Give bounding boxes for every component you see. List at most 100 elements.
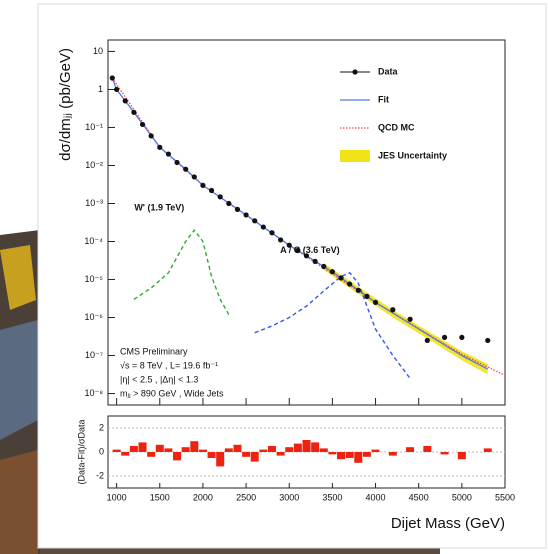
data-point — [303, 253, 310, 259]
photo-detail — [0, 245, 36, 310]
annotation: √s = 8 TeV , L= 19.6 fb⁻¹ — [120, 360, 218, 370]
x-tick-label: 4500 — [409, 492, 429, 502]
data-point — [364, 293, 370, 299]
photo-detail — [0, 450, 38, 554]
plot-frame — [107, 39, 506, 406]
y-tick-label: 10 — [93, 46, 103, 56]
data-point — [269, 230, 275, 236]
data-point — [390, 307, 396, 313]
data-point — [260, 224, 266, 230]
data-point — [114, 86, 120, 93]
ratio-bar — [371, 449, 380, 452]
annotation: mⱼⱼ > 890 GeV , Wide Jets — [120, 388, 224, 398]
ratio-bar — [319, 448, 328, 452]
signal-line — [254, 271, 411, 379]
ratio-bar — [224, 448, 233, 452]
ratio-y-tick-label: 2 — [99, 422, 104, 432]
data-point — [252, 218, 258, 224]
ratio-bar — [147, 452, 156, 457]
data-point — [109, 75, 115, 81]
ratio-bar — [242, 452, 251, 457]
x-tick-label: 3500 — [322, 492, 342, 502]
x-tick-label: 3000 — [279, 492, 299, 502]
signal-label: W' (1.9 TeV) — [134, 202, 184, 212]
legend-marker — [352, 69, 358, 75]
ratio-bar — [457, 452, 466, 460]
data-point — [355, 287, 361, 293]
ratio-bar — [250, 452, 259, 462]
data-point — [372, 299, 379, 306]
y-tick-label: 10⁻⁸ — [84, 388, 103, 398]
data-point — [157, 144, 163, 150]
data-point — [200, 182, 206, 188]
x-tick-label: 1500 — [150, 492, 170, 502]
ratio-bar — [483, 448, 492, 452]
data-point — [329, 269, 335, 275]
data-point — [208, 187, 215, 194]
ratio-bar — [423, 446, 432, 452]
ratio-bar — [112, 449, 121, 452]
photo-detail — [0, 320, 38, 440]
y-tick-label: 10⁻⁵ — [85, 274, 104, 284]
y-tick-label: 10⁻³ — [85, 198, 103, 208]
data-point — [243, 212, 249, 218]
data-point — [312, 258, 318, 264]
legend-label: Data — [378, 66, 399, 76]
ratio-bar — [181, 447, 190, 452]
ratio-bar — [155, 444, 164, 452]
data-point — [148, 133, 154, 139]
ratio-bar — [311, 442, 320, 452]
ratio-bar — [216, 452, 225, 467]
ratio-bar — [285, 447, 294, 452]
data-point — [295, 247, 301, 254]
ratio-bar — [233, 444, 242, 452]
signal-label: A / C (3.6 TeV) — [280, 245, 340, 255]
x-axis-label: Dijet Mass (GeV) — [391, 515, 505, 532]
data-point — [191, 174, 197, 180]
ratio-y-tick-label: -2 — [96, 470, 104, 480]
signal-line — [133, 228, 230, 315]
ratio-bar — [328, 452, 337, 455]
ratio-bar — [198, 449, 207, 452]
legend-label: Fit — [378, 94, 389, 104]
ratio-bar — [164, 448, 173, 452]
y-tick-label: 10⁻⁶ — [85, 312, 104, 322]
photo-background — [40, 548, 440, 554]
data-point — [174, 159, 180, 166]
data-point — [459, 334, 465, 341]
data-point — [226, 200, 232, 207]
ratio-bar — [440, 452, 449, 455]
ratio-y-tick-label: 0 — [99, 446, 104, 456]
ratio-bar — [388, 452, 397, 456]
ratio-bar — [302, 440, 311, 452]
data-point — [183, 166, 189, 172]
data-point — [441, 334, 448, 341]
legend-swatch — [340, 150, 370, 162]
data-point — [286, 242, 292, 248]
data-point — [424, 337, 430, 344]
y-tick-label: 10⁻⁴ — [84, 236, 103, 246]
annotation: CMS Preliminary — [120, 346, 188, 356]
plot: 10 1 10⁻¹ 10⁻² 10⁻³ 10⁻⁴ 10⁻⁵ 10⁻⁶ 10⁻⁷ 10⁻⁸ 1000 1… — [57, 39, 515, 532]
ratio-bar — [207, 452, 216, 458]
legend-label: JES Uncertainty — [378, 150, 447, 160]
x-tick-label: 4000 — [366, 492, 386, 502]
ratio-bar — [138, 442, 147, 452]
ratio-y-label: (Data-Fit)/σData — [76, 419, 86, 484]
ratio-bar — [121, 452, 130, 456]
x-tick-label: 2000 — [193, 492, 213, 502]
data-point — [139, 121, 146, 128]
ratio-bar — [190, 441, 199, 452]
legend-label: QCD MC — [378, 122, 415, 132]
data-point — [338, 275, 344, 281]
ratio-bar — [345, 452, 354, 458]
y-tick-label: 10⁻⁷ — [85, 350, 103, 360]
x-tick-label: 1000 — [107, 492, 127, 502]
y-tick-label: 10⁻² — [85, 160, 103, 170]
ratio-bar — [354, 452, 363, 463]
data-point — [165, 151, 172, 157]
y-tick-label: 1 — [98, 84, 103, 94]
x-tick-label: 5000 — [452, 492, 472, 502]
ratio-bar — [129, 446, 138, 452]
